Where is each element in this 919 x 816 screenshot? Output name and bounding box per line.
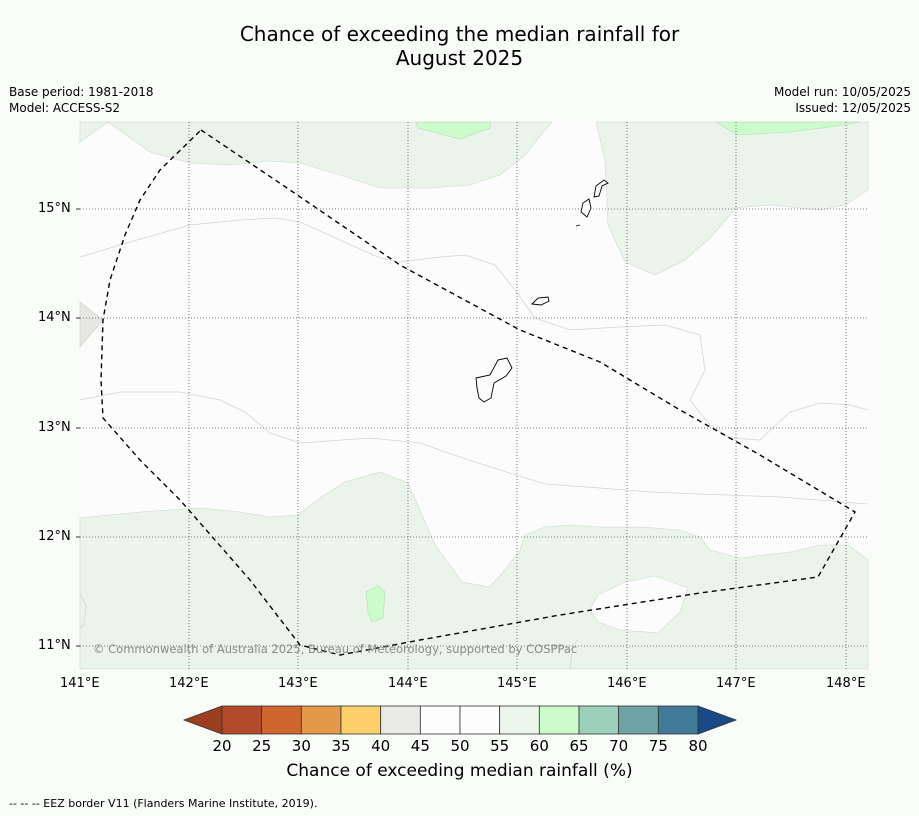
colorbar-segment	[657, 705, 699, 735]
lon-label: 146°E	[607, 676, 647, 691]
lon-label: 143°E	[278, 676, 318, 691]
colorbar-tick-label: 60	[529, 737, 549, 755]
colorbar-under-arrow	[182, 705, 223, 735]
lat-label: 15°N	[38, 201, 71, 216]
zone-50-55-hole	[589, 575, 689, 634]
colorbar-tick-label: 45	[410, 737, 430, 755]
colorbar-tick-label: 25	[252, 737, 272, 755]
colorbar-segment	[618, 705, 659, 735]
colorbar-tick-label: 35	[331, 737, 351, 755]
lon-label: 144°E	[388, 676, 428, 691]
lat-label: 13°N	[38, 420, 71, 435]
colorbar-segment	[538, 705, 580, 735]
title-line-2: August 2025	[395, 46, 524, 70]
colorbar-over-arrow	[697, 705, 738, 735]
copyright-text: © Commonwealth of Australia 2025, Bureau…	[93, 642, 578, 656]
gridlines	[80, 122, 868, 669]
colorbar-segment	[221, 705, 263, 735]
lon-label: 147°E	[716, 676, 756, 691]
lat-label: 12°N	[38, 529, 71, 544]
colorbar-tick-label: 40	[371, 737, 391, 755]
zone-60-65	[365, 121, 861, 623]
colorbar-segment	[578, 705, 620, 735]
lon-label: 148°E	[826, 676, 866, 691]
colorbar-segment	[419, 705, 461, 735]
island-saipan	[593, 179, 609, 198]
lon-label: 141°E	[60, 676, 100, 691]
lat-label: 11°N	[38, 638, 71, 653]
map-title: Chance of exceeding the median rainfall …	[0, 22, 919, 70]
colorbar-segment	[340, 705, 382, 735]
colorbar-segment	[459, 705, 501, 735]
model-name: Model: ACCESS-S2	[9, 101, 121, 115]
base-period: Base period: 1981-2018	[9, 85, 154, 99]
meta-right: Model run: 10/05/2025 Issued: 12/05/2025	[774, 84, 911, 116]
colorbar-tick-label: 75	[648, 737, 668, 755]
colorbar-title: Chance of exceeding median rainfall (%)	[286, 761, 633, 781]
colorbar-tick-label: 55	[490, 737, 510, 755]
zone-40-45	[79, 301, 104, 348]
axis-ticks	[76, 208, 80, 647]
colorbar-tick-label: 20	[212, 737, 232, 755]
colorbar-segment	[300, 705, 342, 735]
colorbar-tick-label: 65	[569, 737, 589, 755]
eez-footnote: -- -- -- EEZ border V11 (Flanders Marine…	[9, 797, 318, 810]
colorbar	[182, 705, 738, 735]
lat-label: 14°N	[38, 310, 71, 325]
island-guam	[475, 357, 513, 403]
islands	[475, 179, 609, 403]
lon-label: 142°E	[169, 676, 209, 691]
colorbar-segment	[380, 705, 421, 735]
colorbar-segment	[499, 705, 540, 735]
lon-label: 145°E	[497, 676, 537, 691]
contour-lines	[79, 217, 869, 670]
island-tinian	[580, 198, 592, 218]
island-rota	[531, 296, 550, 306]
island-aguijan	[575, 224, 581, 227]
meta-left: Base period: 1981-2018 Model: ACCESS-S2	[9, 84, 154, 116]
model-run: Model run: 10/05/2025	[773, 85, 911, 99]
title-line-1: Chance of exceeding the median rainfall …	[239, 22, 680, 46]
colorbar-tick-label: 70	[609, 737, 629, 755]
colorbar-tick-label: 30	[291, 737, 311, 755]
issued-date: Issued: 12/05/2025	[795, 101, 911, 115]
colorbar-tick-label: 50	[450, 737, 470, 755]
colorbar-tick-label: 80	[688, 737, 708, 755]
colorbar-segment	[261, 705, 302, 735]
eez-border	[100, 129, 856, 656]
